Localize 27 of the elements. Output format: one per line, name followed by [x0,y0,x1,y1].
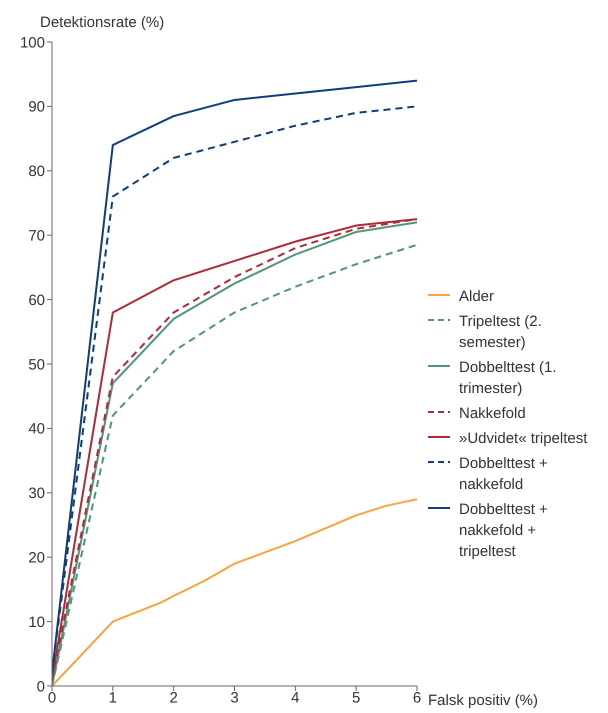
x-axis-title: Falsk positiv (%) [428,692,538,709]
x-tick-label: 1 [108,690,118,707]
y-tick-label: 50 [28,356,45,374]
y-tick-label: 70 [28,228,45,245]
legend-label: Alder [459,287,494,307]
y-tick-label: 60 [28,292,45,309]
y-axis-title: Detektionsrate (%) [40,14,164,31]
x-tick-label: 3 [230,690,239,707]
legend-label: Dobbelttest + nakkefold [459,454,549,495]
legend-label: Dobbelttest (1. trimester) [459,358,558,399]
y-tick-label: 90 [28,98,45,116]
x-tick-label: 0 [48,690,56,707]
y-tick-label: 40 [28,420,45,438]
legend-label: »Udvidet« tripeltest [459,429,588,449]
x-tick-label: 4 [291,690,300,707]
y-tick-label: 80 [28,163,45,180]
legend-label: Dobbelttest + nakkefold + tripeltest [459,500,549,562]
y-tick-label: 20 [28,550,45,567]
x-tick-label: 6 [412,690,422,707]
y-tick-label: 10 [28,614,45,631]
x-tick-label: 2 [169,690,178,707]
x-tick-label: 5 [352,690,360,707]
legend-label: Nakkefold [459,404,526,424]
legend-label: Tripeltest (2. semester) [459,312,543,353]
y-tick-label: 100 [20,34,45,52]
y-tick-label: 30 [28,485,45,502]
y-tick-label: 0 [36,678,45,696]
